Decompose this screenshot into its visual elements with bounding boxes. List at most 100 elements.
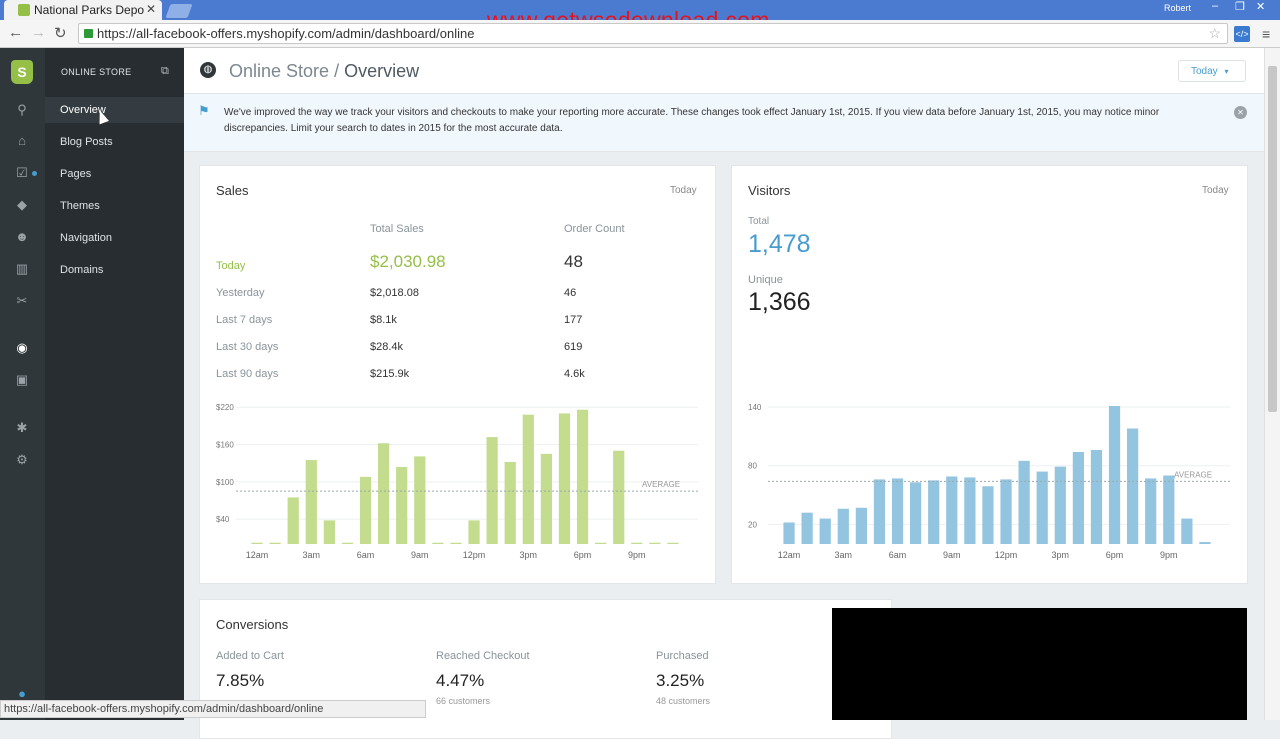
browser-user-badge[interactable]: Robert <box>1164 3 1192 13</box>
maximize-icon[interactable]: ❐ <box>1235 1 1245 13</box>
back-arrow-icon[interactable]: ← <box>8 24 23 41</box>
sales-row-total: $8.1k <box>370 314 397 326</box>
page-scrollbar[interactable] <box>1264 48 1280 720</box>
conversion-value: 4.47% <box>436 671 485 690</box>
chart-bar <box>323 520 335 544</box>
shopify-logo-icon[interactable]: S <box>11 60 33 84</box>
subnav-item-blog-posts[interactable]: Blog Posts <box>60 136 113 148</box>
extension-icon[interactable]: </> <box>1234 26 1250 42</box>
x-tick-label: 12pm <box>463 550 486 560</box>
chart-bar <box>631 542 643 544</box>
sales-row-label: Yesterday <box>216 287 265 299</box>
conversion-label: Purchased <box>656 650 709 662</box>
conversions-card: Conversions Added to Cart 7.85% Reached … <box>199 599 892 739</box>
chart-bar <box>1054 466 1066 544</box>
tab-title: National Parks Depo <box>34 3 145 17</box>
x-tick-label: 6pm <box>1106 550 1124 560</box>
y-tick-label: $40 <box>216 515 230 524</box>
new-tab-button[interactable] <box>165 4 193 18</box>
chart-bar <box>1036 471 1048 544</box>
subnav-title: ONLINE STORE <box>61 67 132 77</box>
chart-bar <box>1181 518 1193 544</box>
orders-icon[interactable]: ☑ <box>16 165 28 180</box>
x-tick-label: 9am <box>943 550 961 560</box>
order-count-header: Order Count <box>564 223 625 235</box>
x-tick-label: 3am <box>303 550 321 560</box>
subnav-item-pages[interactable]: Pages <box>60 168 92 180</box>
chart-bar <box>1090 450 1103 544</box>
customers-icon[interactable]: ☻ <box>15 229 29 244</box>
sales-period-link[interactable]: Today <box>670 185 697 196</box>
page-title: Online Store / Overview <box>229 61 419 82</box>
point-of-sale-icon[interactable]: ▣ <box>15 372 29 387</box>
dismiss-notice-icon[interactable]: ✕ <box>1234 106 1247 119</box>
reports-icon[interactable]: ▥ <box>15 261 29 276</box>
conversion-value: 7.85% <box>216 671 265 690</box>
subnav-item-navigation[interactable]: Navigation <box>60 232 112 244</box>
browser-tab[interactable]: National Parks Depo ✕ <box>4 0 162 20</box>
subnav-item-themes[interactable]: Themes <box>60 200 100 212</box>
home-icon[interactable]: ⌂ <box>18 133 26 148</box>
chart-bar <box>837 508 849 544</box>
reload-icon[interactable]: ↻ <box>54 25 67 42</box>
subnav-item-overview[interactable]: Overview <box>45 97 184 123</box>
notification-dot <box>32 171 37 176</box>
chart-bar <box>269 542 281 544</box>
chart-bar <box>341 542 354 544</box>
sales-row-orders: 177 <box>564 314 583 326</box>
search-icon[interactable]: ⚲ <box>17 102 27 117</box>
scrollbar-thumb[interactable] <box>1268 66 1277 412</box>
browser-menu-icon[interactable]: ≡ <box>1262 26 1271 42</box>
window-close-icon[interactable]: ✕ <box>1256 1 1266 13</box>
notice-text: We've improved the way we track your vis… <box>224 107 1160 134</box>
discounts-icon[interactable]: ✂ <box>16 293 28 308</box>
chart-bar <box>613 450 625 544</box>
sales-row-label: Today <box>216 260 246 272</box>
x-tick-label: 3am <box>835 550 853 560</box>
subnav-item-domains[interactable]: Domains <box>60 264 104 276</box>
page-header: ◍ Online Store / Overview Today ▾ <box>184 48 1264 94</box>
sales-row-orders: 46 <box>564 287 577 299</box>
x-tick-label: 12am <box>778 550 801 560</box>
date-range-dropdown[interactable]: Today ▾ <box>1178 60 1246 82</box>
sales-row-total: $2,018.08 <box>370 287 419 299</box>
tracking-notice-banner: ⚑ We've improved the way we track your v… <box>184 94 1264 152</box>
minimize-icon[interactable]: – <box>1212 0 1219 12</box>
y-tick-label: 20 <box>748 520 757 529</box>
bookmark-star-icon[interactable]: ☆ <box>1208 25 1221 41</box>
conversion-label: Added to Cart <box>216 650 284 662</box>
chart-bar <box>305 460 317 544</box>
visitors-period-link[interactable]: Today <box>1202 185 1229 196</box>
chart-bar <box>946 476 958 544</box>
online-store-globe-icon[interactable]: ◉ <box>16 340 28 355</box>
sales-today-orders: 48 <box>564 252 583 271</box>
forward-arrow-icon[interactable]: → <box>31 24 46 41</box>
sales-chart: $220 $160 $100 $40 AVERAGE 12am 3am 6am 9am 12pm 3… <box>216 403 698 560</box>
flag-icon: ⚑ <box>198 103 210 118</box>
close-icon[interactable]: ✕ <box>145 2 156 16</box>
browser-tab-strip: National Parks Depo ✕ www.getwsodownload… <box>0 0 1280 33</box>
chart-bar <box>468 520 480 544</box>
help-icon[interactable]: ● <box>18 686 26 701</box>
conversion-value: 3.25% <box>656 671 705 690</box>
y-tick-label: 80 <box>748 462 757 471</box>
y-tick-label: 140 <box>748 403 762 412</box>
chart-bar <box>667 542 679 544</box>
products-tag-icon[interactable]: ◆ <box>17 197 27 212</box>
settings-gear-icon[interactable]: ⚙ <box>16 452 28 467</box>
breadcrumb-current: Overview <box>344 61 420 81</box>
visitors-total-value: 1,478 <box>748 230 811 258</box>
x-tick-label: 3pm <box>1052 550 1070 560</box>
browser-status-bar: https://all-facebook-offers.myshopify.co… <box>0 700 426 718</box>
chart-bar <box>1000 479 1012 544</box>
chart-bar <box>964 477 976 544</box>
lock-icon <box>84 29 93 38</box>
apps-icon[interactable]: ✱ <box>16 420 28 435</box>
breadcrumb-section[interactable]: Online Store <box>229 61 330 81</box>
visitors-unique-value: 1,366 <box>748 288 811 316</box>
url-input[interactable]: https://all-facebook-offers.myshopify.co… <box>78 23 1228 44</box>
x-tick-label: 6pm <box>574 550 592 560</box>
x-tick-label: 9pm <box>628 550 646 560</box>
chevron-down-icon: ▾ <box>1224 67 1229 76</box>
external-link-icon[interactable]: ⧉ <box>161 65 169 77</box>
